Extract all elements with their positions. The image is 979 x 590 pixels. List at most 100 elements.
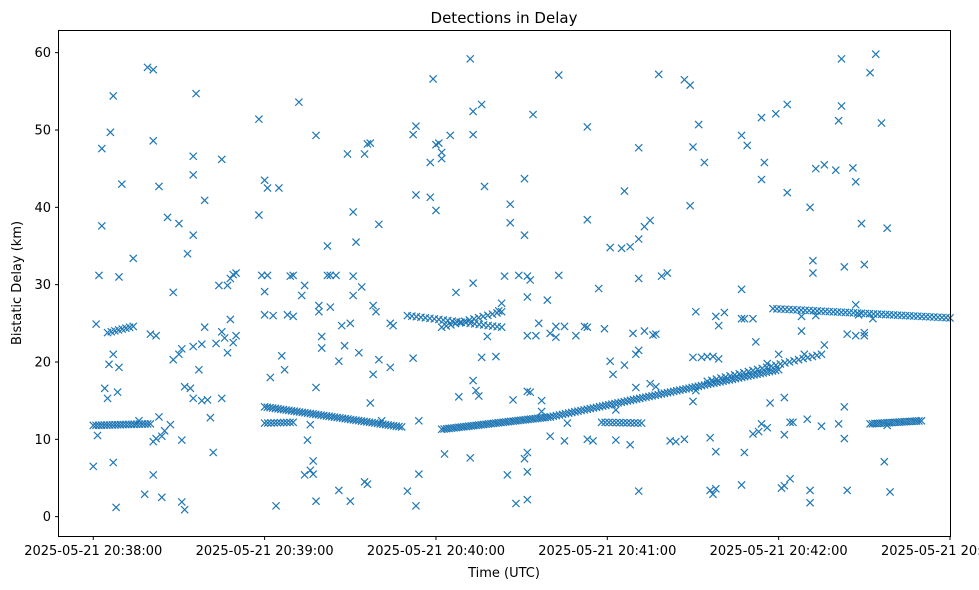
data-point-marker — [451, 288, 460, 297]
data-point-marker — [546, 329, 555, 338]
data-point-marker — [349, 272, 358, 281]
data-point-marker — [369, 301, 378, 310]
data-point-marker — [630, 418, 639, 427]
data-point-marker — [343, 149, 352, 158]
data-point-marker — [561, 409, 570, 418]
data-point-marker — [526, 275, 535, 285]
data-point-marker — [678, 385, 687, 394]
x-tick-label: 2025-05-21 20:40:00 — [367, 544, 505, 559]
data-point-marker — [631, 350, 640, 359]
data-point-marker — [848, 163, 857, 172]
data-point-marker — [477, 100, 486, 109]
data-point-marker — [606, 243, 615, 252]
data-point-marker — [154, 412, 163, 421]
data-point-marker — [756, 369, 765, 378]
data-point-marker — [363, 139, 372, 148]
data-point-marker — [601, 401, 610, 410]
data-point-marker — [786, 474, 795, 483]
data-point-marker — [860, 331, 869, 340]
data-point-marker — [366, 139, 375, 148]
data-point-marker — [851, 177, 860, 186]
data-point-marker — [285, 418, 295, 427]
data-point-marker — [651, 382, 660, 391]
data-point-marker — [857, 219, 866, 228]
data-point-marker — [114, 363, 123, 372]
data-point-marker — [595, 402, 604, 411]
data-point-marker — [483, 332, 492, 341]
data-point-marker — [346, 497, 355, 506]
data-point-marker — [456, 318, 465, 327]
data-point-marker — [686, 201, 695, 210]
data-point-marker — [366, 398, 375, 408]
data-point-marker — [611, 405, 620, 414]
data-point-marker — [506, 200, 515, 209]
data-point-marker — [480, 182, 489, 191]
data-point-marker — [617, 244, 626, 253]
data-point-marker — [500, 272, 509, 281]
data-point-marker — [337, 321, 346, 330]
data-point-marker — [563, 419, 572, 428]
data-point-marker — [686, 81, 695, 90]
data-point-marker — [437, 154, 446, 163]
data-point-marker — [737, 285, 746, 294]
data-point-marker — [703, 352, 712, 361]
data-point-marker — [260, 310, 269, 319]
data-point-marker — [611, 399, 620, 408]
data-point-marker — [806, 203, 815, 212]
data-point-marker — [297, 291, 306, 300]
data-point-marker — [917, 416, 926, 425]
y-axis-ticks: 0 10 20 30 40 50 60 — [34, 46, 59, 525]
data-point-marker — [326, 271, 335, 280]
data-point-marker — [806, 486, 815, 495]
data-point-marker — [811, 164, 820, 173]
data-point-marker — [186, 384, 195, 393]
data-point-marker — [154, 182, 163, 191]
data-point-marker — [523, 467, 532, 476]
data-point-marker — [169, 288, 178, 297]
data-point-marker — [109, 91, 118, 100]
data-point-marker — [529, 110, 538, 119]
data-point-marker — [277, 351, 286, 360]
data-point-marker — [334, 357, 343, 366]
data-point-marker — [437, 148, 446, 157]
data-point-marker — [411, 501, 420, 510]
data-point-marker — [371, 307, 381, 316]
data-point-marker — [644, 392, 654, 401]
data-point-marker — [92, 320, 101, 329]
data-point-marker — [143, 419, 152, 428]
data-point-marker — [523, 272, 532, 281]
x-axis-ticks: 2025-05-21 20:38:00 2025-05-21 20:39:00 20… — [24, 536, 979, 559]
data-points — [89, 50, 955, 514]
data-point-marker — [740, 314, 749, 323]
data-point-marker — [129, 322, 138, 331]
data-point-marker — [776, 359, 785, 369]
data-point-marker — [260, 287, 269, 296]
data-point-marker — [523, 331, 532, 340]
data-point-marker — [564, 409, 573, 418]
data-point-marker — [612, 418, 621, 427]
data-point-marker — [634, 274, 643, 283]
data-point-marker — [270, 418, 279, 427]
data-point-marker — [583, 323, 592, 332]
data-point-marker — [300, 470, 309, 479]
data-point-marker — [840, 262, 849, 271]
data-point-marker — [466, 453, 475, 462]
data-point-marker — [363, 480, 372, 489]
data-point-marker — [100, 384, 109, 393]
data-point-marker — [497, 299, 506, 308]
data-point-marker — [114, 272, 123, 281]
data-point-marker — [860, 328, 869, 337]
data-point-marker — [523, 387, 532, 396]
data-point-marker — [554, 71, 563, 80]
data-point-marker — [708, 490, 717, 499]
data-point-marker — [766, 398, 775, 408]
data-point-marker — [837, 54, 846, 63]
data-point-marker — [272, 501, 281, 510]
data-point-marker — [706, 486, 715, 495]
data-point-marker — [434, 139, 443, 148]
data-point-marker — [357, 282, 366, 292]
data-point-marker — [783, 100, 792, 109]
data-point-marker — [880, 457, 889, 466]
x-tick-label: 2025-05-21 20:41:00 — [538, 544, 676, 559]
data-point-marker — [217, 155, 226, 164]
